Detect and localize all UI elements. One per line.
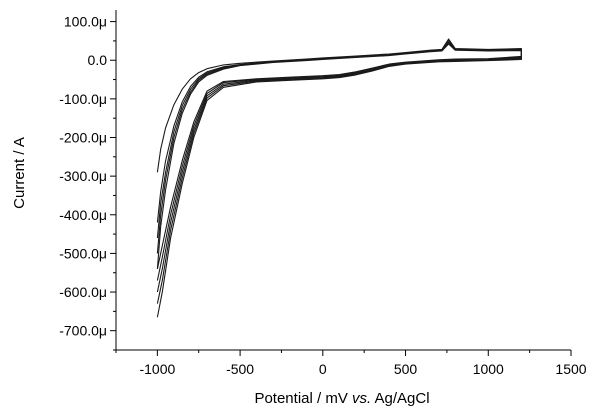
y-axis-label: Current / A — [11, 137, 28, 209]
x-axis-label-part: Potential / mV — [254, 390, 352, 407]
voltammogram-curves — [156, 38, 522, 318]
cv-cycle-curve — [156, 41, 522, 293]
x-axis-label: Potential / mV vs. Ag/AgCl — [254, 390, 429, 407]
x-axis-label-italic-part: vs. — [352, 390, 371, 407]
y-tick-label: -100.0μ — [59, 91, 107, 107]
plot-axes — [115, 10, 571, 351]
y-tick-label: 100.0μ — [64, 14, 107, 30]
x-tick-label: 1000 — [473, 361, 504, 377]
y-tick-label: -500.0μ — [59, 245, 107, 261]
cv-cycle-curve — [156, 42, 522, 304]
x-axis-label-part: Ag/AgCl — [371, 390, 429, 407]
x-tick-label: 500 — [394, 361, 418, 377]
x-tick-label: 1500 — [555, 361, 586, 377]
x-tick-label: -1000 — [139, 361, 175, 377]
x-tick-label: -500 — [226, 361, 254, 377]
y-tick-label: -200.0μ — [59, 130, 107, 146]
y-tick-label: -700.0μ — [59, 323, 107, 339]
y-tick-label: -600.0μ — [59, 284, 107, 300]
y-tick-label: -400.0μ — [59, 207, 107, 223]
y-axis-ticks: 100.0μ 0.0 -100.0μ -200.0μ -300.0μ -400.0μ -50… — [59, 14, 116, 351]
y-tick-label: 0.0 — [88, 52, 108, 68]
x-tick-label: 0 — [319, 361, 327, 377]
cv-cycle-curve — [156, 43, 522, 318]
x-axis-ticks: -1000 -500 0 500 1000 1500 — [115, 350, 587, 377]
y-tick-label: -300.0μ — [59, 168, 107, 184]
